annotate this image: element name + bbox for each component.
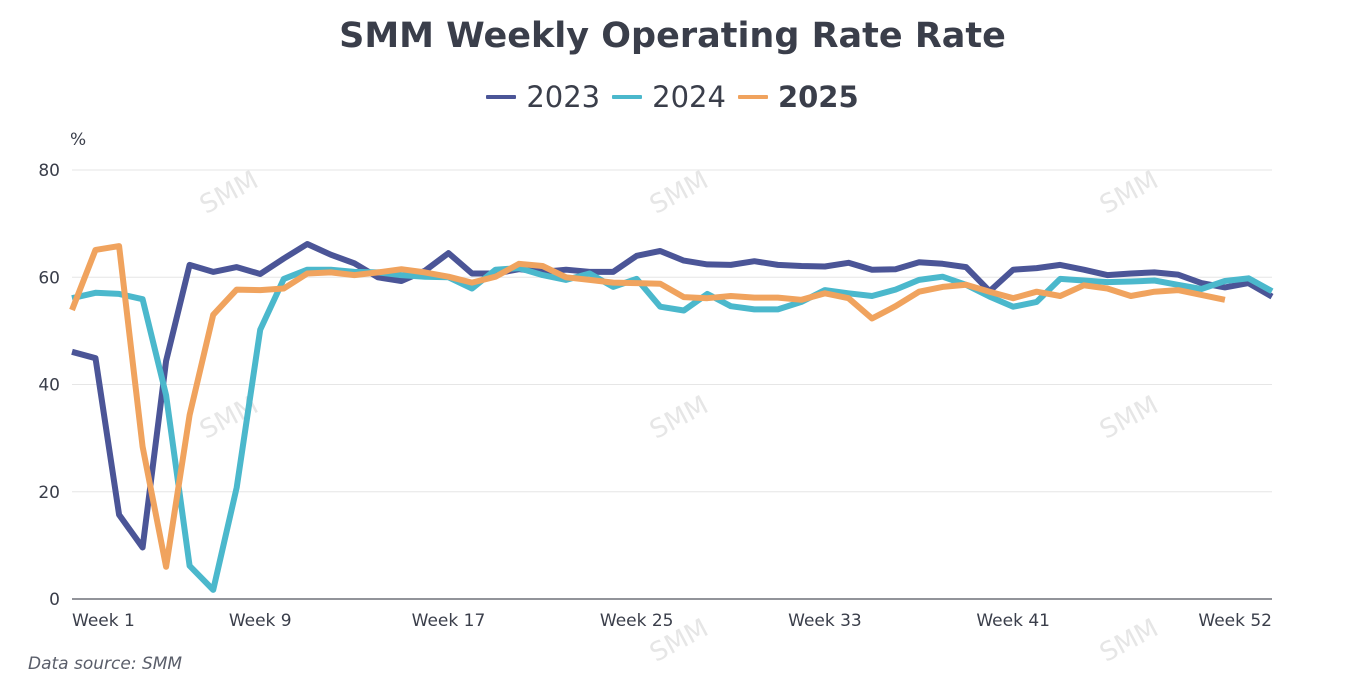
x-tick-label: Week 9 xyxy=(229,611,292,631)
watermark-text: SMM xyxy=(645,390,713,445)
watermark-text: SMM xyxy=(195,390,263,445)
y-tick-label: 80 xyxy=(38,161,60,181)
series-line-2023[interactable] xyxy=(71,241,1274,551)
x-tick-label: Week 25 xyxy=(600,611,674,631)
legend-item-2024[interactable]: 2024 xyxy=(612,80,726,114)
legend-swatch-2023-icon xyxy=(486,95,517,99)
watermark-text: SMM xyxy=(1095,390,1163,445)
x-tick-label: Week 1 xyxy=(72,611,135,631)
y-tick-label: 40 xyxy=(38,376,60,396)
series-line-2024[interactable] xyxy=(71,265,1274,593)
legend-swatch-2024-icon xyxy=(612,95,643,99)
series-lines xyxy=(69,241,1274,593)
grid-lines xyxy=(72,169,1272,493)
watermark-text: SMM xyxy=(1095,613,1163,668)
legend-label-2023: 2023 xyxy=(526,80,601,114)
watermark-text: SMM xyxy=(645,165,713,220)
x-tick-label: Week 33 xyxy=(788,611,862,631)
data-source-note: Data source: SMM xyxy=(28,654,183,674)
legend-item-2023[interactable]: 2023 xyxy=(486,80,600,114)
legend-swatch-2025-icon xyxy=(737,95,768,99)
legend-item-2025[interactable]: 2025 xyxy=(737,80,859,114)
x-tick-label: Week 52 xyxy=(1198,611,1272,631)
series-line-2025[interactable] xyxy=(69,243,1226,570)
y-axis-ticks: 0 20 40 60 80 xyxy=(38,161,60,610)
legend: 2023 2024 2025 xyxy=(0,80,1345,114)
y-tick-label: 60 xyxy=(38,268,60,288)
y-axis-unit-label: % xyxy=(70,130,86,150)
x-axis-ticks: Week 1 Week 9 Week 17 Week 25 Week 33 Week 41… xyxy=(72,611,1272,631)
x-tick-label: Week 17 xyxy=(412,611,486,631)
watermark-text: SMM xyxy=(1095,165,1163,220)
legend-label-2025: 2025 xyxy=(777,80,859,114)
y-tick-label: 20 xyxy=(38,483,60,503)
x-tick-label: Week 41 xyxy=(976,611,1050,631)
chart-title: SMM Weekly Operating Rate Rate xyxy=(339,16,1006,56)
y-tick-label: 0 xyxy=(49,590,60,610)
watermark-text: SMM xyxy=(195,165,263,220)
legend-label-2024: 2024 xyxy=(652,80,726,114)
